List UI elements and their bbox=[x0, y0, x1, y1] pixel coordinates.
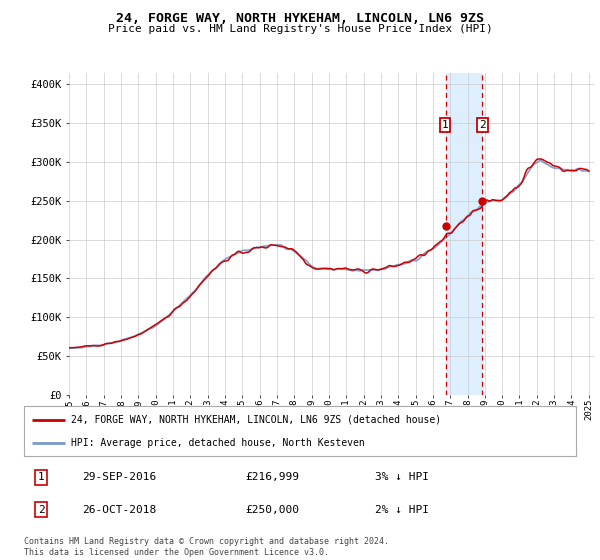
Text: Contains HM Land Registry data © Crown copyright and database right 2024.
This d: Contains HM Land Registry data © Crown c… bbox=[24, 537, 389, 557]
Text: 2: 2 bbox=[38, 505, 44, 515]
Text: 2: 2 bbox=[479, 120, 486, 130]
Text: 1: 1 bbox=[38, 472, 44, 482]
Text: 1: 1 bbox=[442, 120, 448, 130]
Text: HPI: Average price, detached house, North Kesteven: HPI: Average price, detached house, Nort… bbox=[71, 438, 365, 448]
Text: 24, FORGE WAY, NORTH HYKEHAM, LINCOLN, LN6 9ZS: 24, FORGE WAY, NORTH HYKEHAM, LINCOLN, L… bbox=[116, 12, 484, 25]
Text: 3% ↓ HPI: 3% ↓ HPI bbox=[374, 472, 428, 482]
Text: £250,000: £250,000 bbox=[245, 505, 299, 515]
Bar bbox=[446, 73, 482, 395]
Text: 29-SEP-2016: 29-SEP-2016 bbox=[82, 472, 156, 482]
Text: £216,999: £216,999 bbox=[245, 472, 299, 482]
Text: Price paid vs. HM Land Registry's House Price Index (HPI): Price paid vs. HM Land Registry's House … bbox=[107, 24, 493, 34]
Text: 2% ↓ HPI: 2% ↓ HPI bbox=[374, 505, 428, 515]
Text: 24, FORGE WAY, NORTH HYKEHAM, LINCOLN, LN6 9ZS (detached house): 24, FORGE WAY, NORTH HYKEHAM, LINCOLN, L… bbox=[71, 414, 441, 424]
Text: 26-OCT-2018: 26-OCT-2018 bbox=[82, 505, 156, 515]
